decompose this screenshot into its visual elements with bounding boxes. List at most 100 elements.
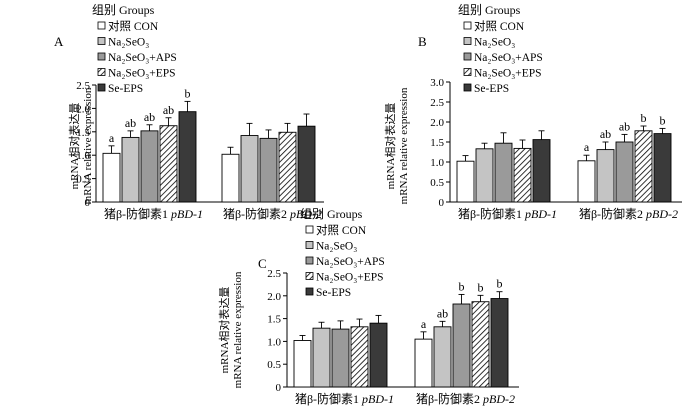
bar <box>577 160 596 203</box>
y-tick-label: 2.0 <box>76 103 90 115</box>
y-tick-label: 2.5 <box>76 80 90 92</box>
bar <box>494 142 513 203</box>
significance-label: ab <box>144 110 155 124</box>
chart-panel-a: A 组别 Groups 对照 CON Na₂SeO₃ Na₂SeO₃+APS Na₂SeO… <box>54 3 324 221</box>
chart-panel-b: B 组别 Groups 对照 CON Na₂SeO₃ Na₂SeO₃+APS Na₂SeO… <box>383 3 682 221</box>
y-tick-label: 2.0 <box>430 117 444 129</box>
bar <box>221 153 240 203</box>
significance-label: b <box>459 279 465 293</box>
significance-label: ab <box>600 127 611 141</box>
bar <box>490 298 509 388</box>
legend-swatch <box>305 225 314 234</box>
significance-label: b <box>641 111 647 125</box>
bar <box>471 301 490 388</box>
bar <box>259 137 278 203</box>
y-axis-label-en: mRNA relative expression <box>82 87 94 204</box>
bar <box>452 303 471 388</box>
legend-label: Na₂SeO₃+EPS <box>108 68 176 80</box>
x-category-label-gene: pBD-2 <box>482 392 515 406</box>
y-axis-label: mRNA相对表达量mRNA relative expression <box>383 87 410 204</box>
legend-label: Se-EPS <box>316 287 351 299</box>
x-category-label-cn: 猪β-防御素2 <box>579 206 646 221</box>
bar <box>414 338 433 388</box>
y-axis-label-en: mRNA relative expression <box>232 271 244 388</box>
legend-label: Se-EPS <box>108 83 143 95</box>
legend-swatch <box>97 21 106 30</box>
legend-label: 对照 CON <box>108 19 159 33</box>
x-category-label-gene: pBD-1 <box>524 207 557 221</box>
bar <box>350 326 369 388</box>
legend-label: 对照 CON <box>316 223 367 237</box>
panel-label: C <box>258 256 267 271</box>
legend-swatch <box>305 287 314 296</box>
bar <box>513 147 532 203</box>
y-tick-label: 1.0 <box>267 336 281 348</box>
legend-swatch <box>97 52 106 61</box>
significance-label: ab <box>619 119 630 133</box>
significance-label: a <box>109 131 115 145</box>
y-axis-label-cn: mRNA相对表达量 <box>217 287 231 374</box>
x-category-label: 猪β-防御素2 pBD-2 <box>579 206 678 221</box>
legend: 组别 Groups 对照 CON Na₂SeO₃ Na₂SeO₃+APS Na₂SeO₃… <box>300 207 385 299</box>
bar <box>456 160 475 203</box>
legend-swatch <box>305 241 314 249</box>
y-tick-label: 1.5 <box>76 127 90 139</box>
y-tick-label: 0.5 <box>267 359 281 371</box>
x-category-label-cn: 猪β-防御素2 <box>416 391 483 406</box>
y-tick-label: 0.5 <box>430 177 444 189</box>
legend-swatch <box>463 37 472 45</box>
x-category-label-gene: pBD-2 <box>645 207 678 221</box>
panel-label: B <box>418 34 427 49</box>
bar <box>596 149 615 203</box>
y-tick-label: 0.5 <box>76 174 90 186</box>
bar <box>369 322 388 388</box>
legend-swatch <box>463 83 472 92</box>
significance-label: a <box>421 317 427 331</box>
x-category-label-cn: 猪β-防御素1 <box>295 391 362 406</box>
x-category-label: 猪β-防御素2 pBD-2 <box>223 206 322 221</box>
legend-swatch <box>305 272 314 280</box>
bar <box>121 136 140 203</box>
legend-swatch <box>463 21 472 30</box>
y-axis-label-en: mRNA relative expression <box>398 87 410 204</box>
legend-label: 对照 CON <box>474 19 525 33</box>
significance-label: b <box>497 277 503 291</box>
bar <box>475 148 494 203</box>
bar <box>615 141 634 203</box>
legend-swatch <box>305 256 314 265</box>
x-category-label: 猪β-防御素1 pBD-1 <box>104 206 203 221</box>
y-tick-label: 1.5 <box>430 137 444 149</box>
legend: 组别 Groups 对照 CON Na₂SeO₃ Na₂SeO₃+APS Na₂SeO₃… <box>92 3 177 95</box>
legend-swatch <box>463 52 472 61</box>
legend-label: Na₂SeO₃ <box>316 241 357 253</box>
significance-label: ab <box>163 103 174 117</box>
bar <box>102 152 121 203</box>
bar <box>178 111 197 203</box>
x-category-label: 猪β-防御素1 pBD-1 <box>458 206 557 221</box>
significance-label: ab <box>125 116 136 130</box>
y-axis-label-cn: mRNA相对表达量 <box>383 103 397 190</box>
bar <box>159 125 178 203</box>
x-category-label-cn: 猪β-防御素1 <box>458 206 525 221</box>
bar <box>297 125 316 203</box>
chart-panel-c: C 组别 Groups 对照 CON Na₂SeO₃ Na₂SeO₃+APS Na₂SeO… <box>217 207 519 406</box>
panel-label: A <box>54 34 64 49</box>
bar <box>140 130 159 203</box>
x-category-label-cn: 猪β-防御素2 <box>223 206 290 221</box>
legend-label: Na₂SeO₃ <box>108 37 149 49</box>
legend-label: Na₂SeO₃+EPS <box>316 272 384 284</box>
y-axis-label-cn: mRNA相对表达量 <box>67 103 81 190</box>
legend-swatch <box>97 68 106 76</box>
bar <box>433 326 452 388</box>
legend-label: Na₂SeO₃+APS <box>108 52 177 64</box>
legend-label: Na₂SeO₃ <box>474 37 515 49</box>
x-category-label-gene: pBD-1 <box>170 207 203 221</box>
bar <box>532 139 551 203</box>
y-axis-label: mRNA相对表达量mRNA relative expression <box>217 271 244 388</box>
y-tick-label: 0 <box>85 197 91 209</box>
significance-label: b <box>185 86 191 100</box>
x-category-label-cn: 猪β-防御素1 <box>104 206 171 221</box>
legend-swatch <box>97 37 106 45</box>
y-tick-label: 0 <box>439 197 445 209</box>
